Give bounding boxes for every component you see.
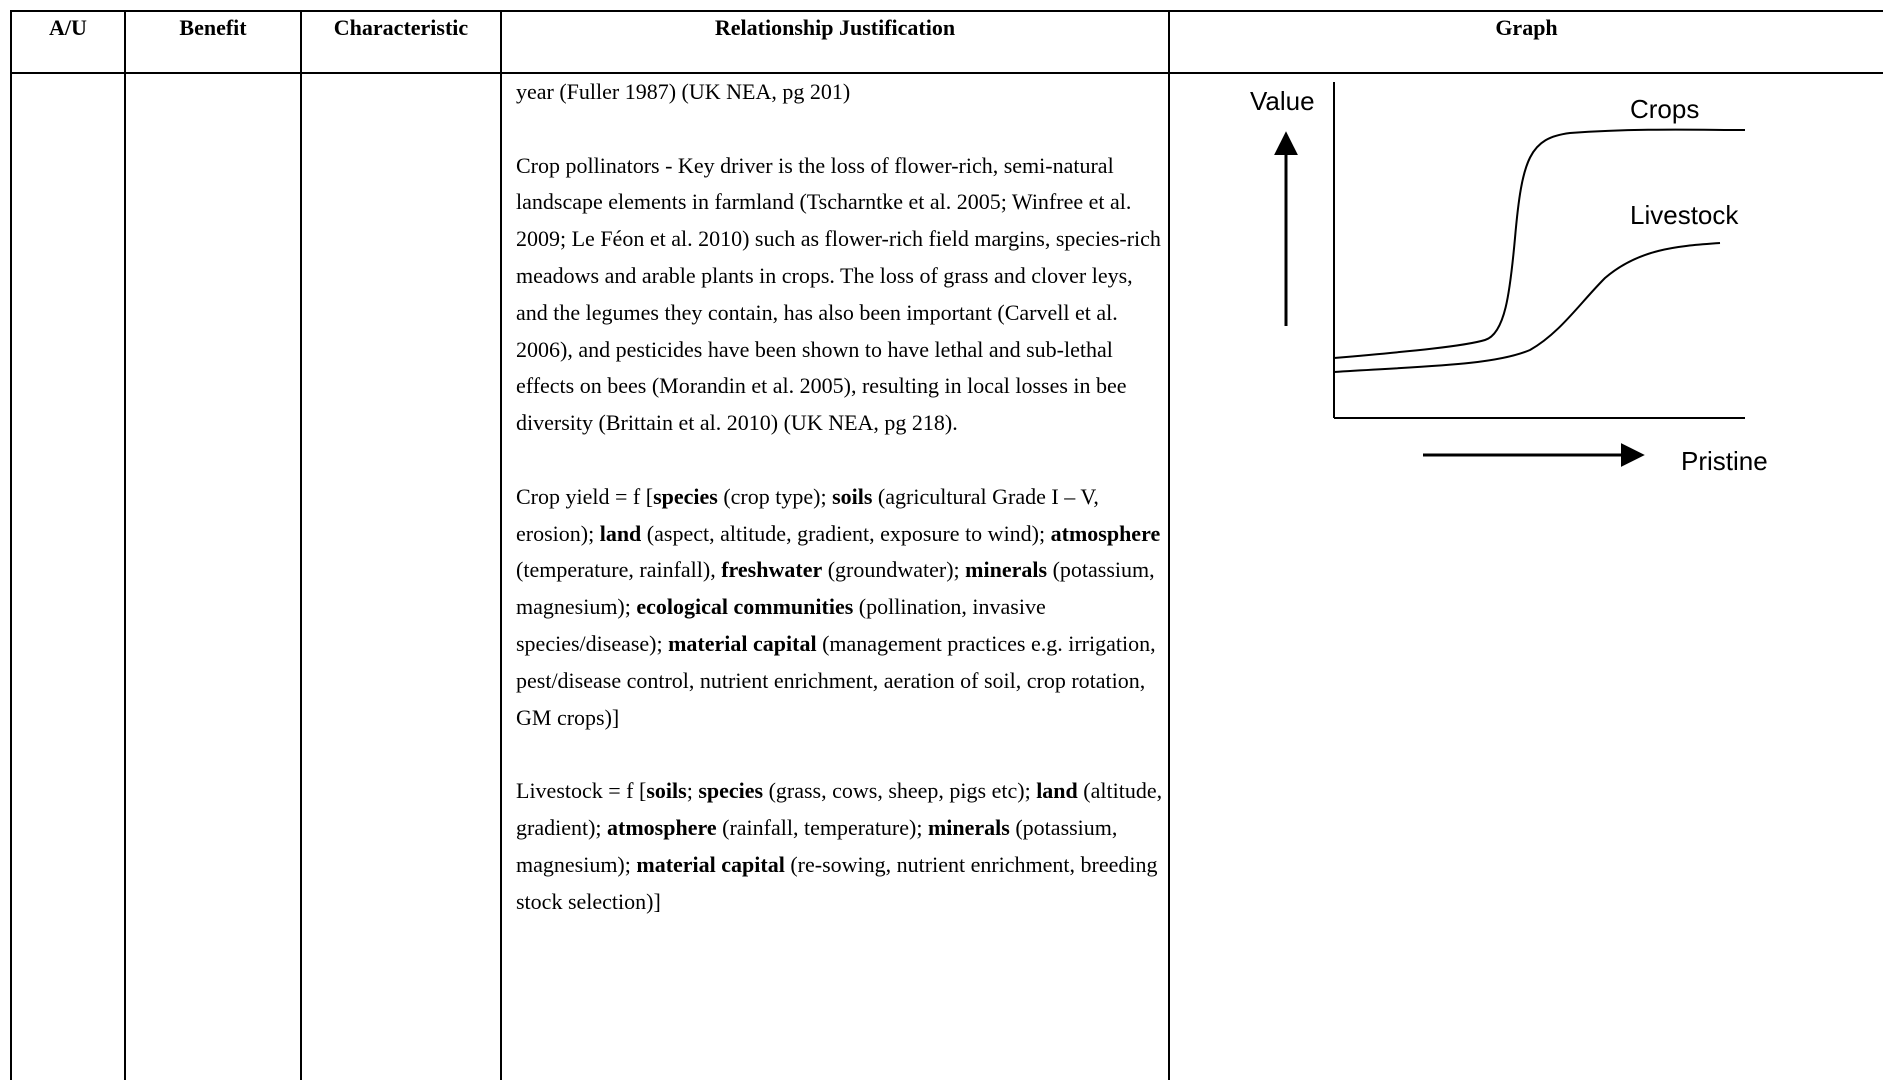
text-run: (altitude, gradient); bbox=[516, 778, 1163, 840]
text-run: (agricultural Grade I – V, erosion); bbox=[516, 483, 1099, 546]
cell-characteristic-empty bbox=[302, 74, 500, 1080]
text-run: (potassium, magnesium); bbox=[516, 557, 1155, 620]
text-run: Livestock = f [ bbox=[516, 778, 647, 804]
bold-term: atmosphere bbox=[607, 814, 717, 840]
series-line-crops bbox=[1333, 128, 1746, 359]
table-top-border bbox=[10, 10, 1883, 12]
bold-term: freshwater bbox=[721, 557, 823, 583]
bold-term: material capital bbox=[636, 851, 785, 877]
bold-term: material capital bbox=[668, 630, 817, 656]
cell-au-empty bbox=[12, 74, 124, 1080]
bold-term: species bbox=[698, 778, 764, 804]
text-run: (grass, cows, sheep, pigs etc); bbox=[763, 778, 1037, 804]
value-vs-pristine-graph: Value Pristine Crops Livestock bbox=[1250, 82, 1768, 476]
bold-term: minerals bbox=[965, 557, 1048, 583]
header-benefit: Benefit bbox=[179, 15, 247, 40]
bold-term: ecological communities bbox=[636, 594, 854, 620]
column-divider-2 bbox=[300, 10, 302, 1080]
justification-paragraph-2: Crop pollinators - Key driver is the los… bbox=[516, 148, 1166, 442]
bold-term: land bbox=[1036, 778, 1078, 804]
text-run: Crop yield = f [ bbox=[516, 483, 654, 509]
bold-term: land bbox=[599, 520, 642, 546]
text-run: (groundwater); bbox=[822, 557, 966, 583]
series-label-crops: Crops bbox=[1630, 94, 1699, 124]
text-run: ; bbox=[686, 778, 699, 804]
table-left-border bbox=[10, 10, 12, 1080]
series-label-livestock: Livestock bbox=[1630, 200, 1739, 230]
text-run: (re-sowing, nutrient enrichment, breedin… bbox=[516, 851, 1158, 914]
header-characteristic: Characteristic bbox=[333, 15, 469, 40]
cell-benefit-empty bbox=[126, 74, 300, 1080]
header-graph: Graph bbox=[1495, 15, 1558, 40]
header-relationship-justification: Relationship Justification bbox=[714, 15, 956, 40]
column-divider-4 bbox=[1168, 10, 1170, 1080]
text-run: (pollination, invasive species/disease); bbox=[516, 594, 1046, 656]
text-run: (aspect, altitude, gradient, exposure to… bbox=[641, 520, 1051, 546]
series-line-livestock bbox=[1333, 242, 1721, 373]
text-run: (rainfall, temperature); bbox=[716, 814, 928, 840]
bold-term: species bbox=[653, 483, 718, 509]
y-axis-label: Value bbox=[1250, 86, 1315, 116]
justification-paragraph-3: Crop yield = f [species (crop type); soi… bbox=[516, 479, 1166, 737]
x-axis-label: Pristine bbox=[1681, 446, 1768, 476]
justification-paragraph-1: year (Fuller 1987) (UK NEA, pg 201) bbox=[516, 74, 1166, 111]
justification-paragraph-4: Livestock = f [soils; species (grass, co… bbox=[516, 773, 1166, 920]
text-run: (crop type); bbox=[717, 483, 833, 509]
text-run: (potassium, magnesium); bbox=[516, 814, 1118, 877]
header-bottom-border bbox=[10, 72, 1883, 74]
column-divider-1 bbox=[124, 10, 126, 1080]
bold-term: minerals bbox=[927, 814, 1010, 840]
header-au: A/U bbox=[49, 15, 87, 40]
bold-term: soils bbox=[646, 778, 687, 804]
bold-term: soils bbox=[832, 483, 873, 509]
cell-relationship-justification: year (Fuller 1987) (UK NEA, pg 201) Crop … bbox=[516, 74, 1166, 920]
column-divider-3 bbox=[500, 10, 502, 1080]
text-run: Crop pollinators - Key driver is the los… bbox=[516, 152, 1161, 436]
text-run: (temperature, rainfall), bbox=[516, 557, 722, 583]
text-run: year (Fuller 1987) (UK NEA, pg 201) bbox=[516, 79, 851, 104]
text-run: (management practices e.g. irrigation, p… bbox=[516, 630, 1156, 730]
bold-term: atmosphere bbox=[1050, 520, 1161, 546]
